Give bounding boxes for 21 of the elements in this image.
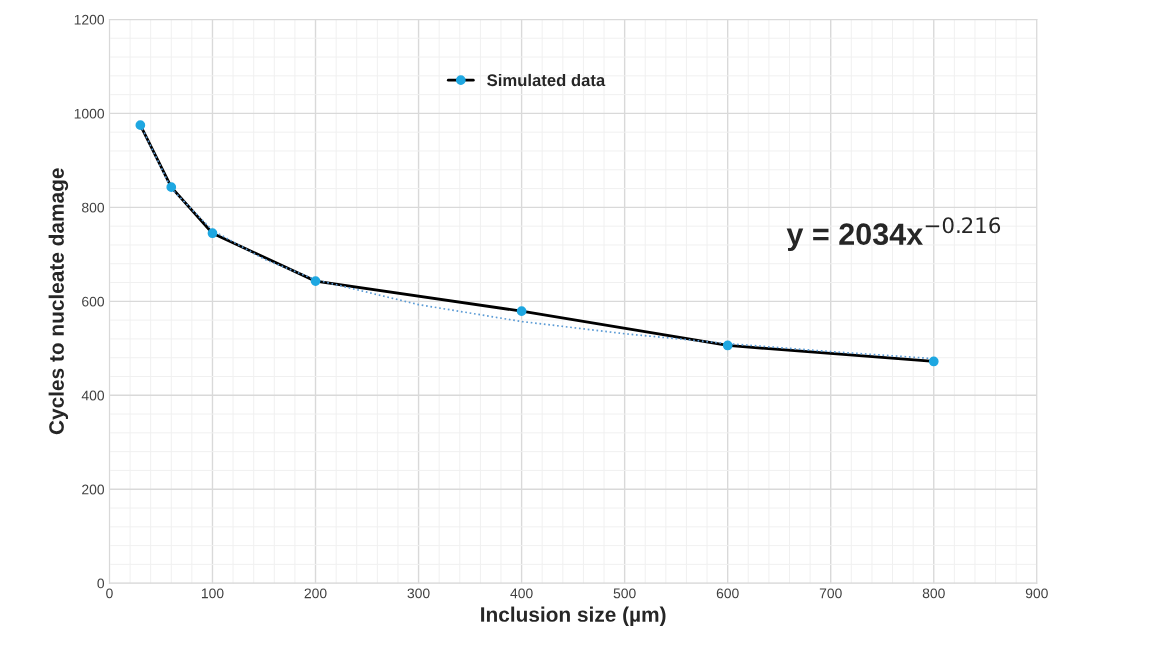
x-tick-label: 800 — [922, 588, 945, 599]
y-tick-label: 600 — [82, 296, 105, 307]
y-tick-label: 1000 — [74, 108, 105, 119]
y-tick-label: 1200 — [74, 14, 105, 25]
x-tick-label: 500 — [613, 588, 636, 599]
y-tick-label: 0 — [97, 578, 105, 589]
annotation: y = 2034x$^{−0.216}$ — [786, 217, 1001, 252]
y-tick-label: 800 — [82, 202, 105, 213]
y-axis-title: Cycles to nucleate damage — [48, 168, 69, 435]
x-axis-title: Inclusion size (µm) — [481, 606, 666, 626]
x-tick-label: 600 — [716, 588, 739, 599]
legend-label: Simulated data — [487, 73, 606, 87]
x-tick-label: 300 — [407, 588, 430, 599]
x-tick-label: 400 — [510, 588, 533, 599]
x-tick-label: 0 — [106, 588, 113, 599]
x-tick-label: 900 — [1025, 588, 1048, 599]
x-tick-label: 200 — [304, 588, 327, 599]
y-tick-label: 200 — [82, 484, 105, 495]
x-tick-label: 700 — [819, 588, 842, 599]
x-tick-label: 100 — [201, 588, 224, 599]
y-tick-label: 400 — [81, 390, 105, 401]
